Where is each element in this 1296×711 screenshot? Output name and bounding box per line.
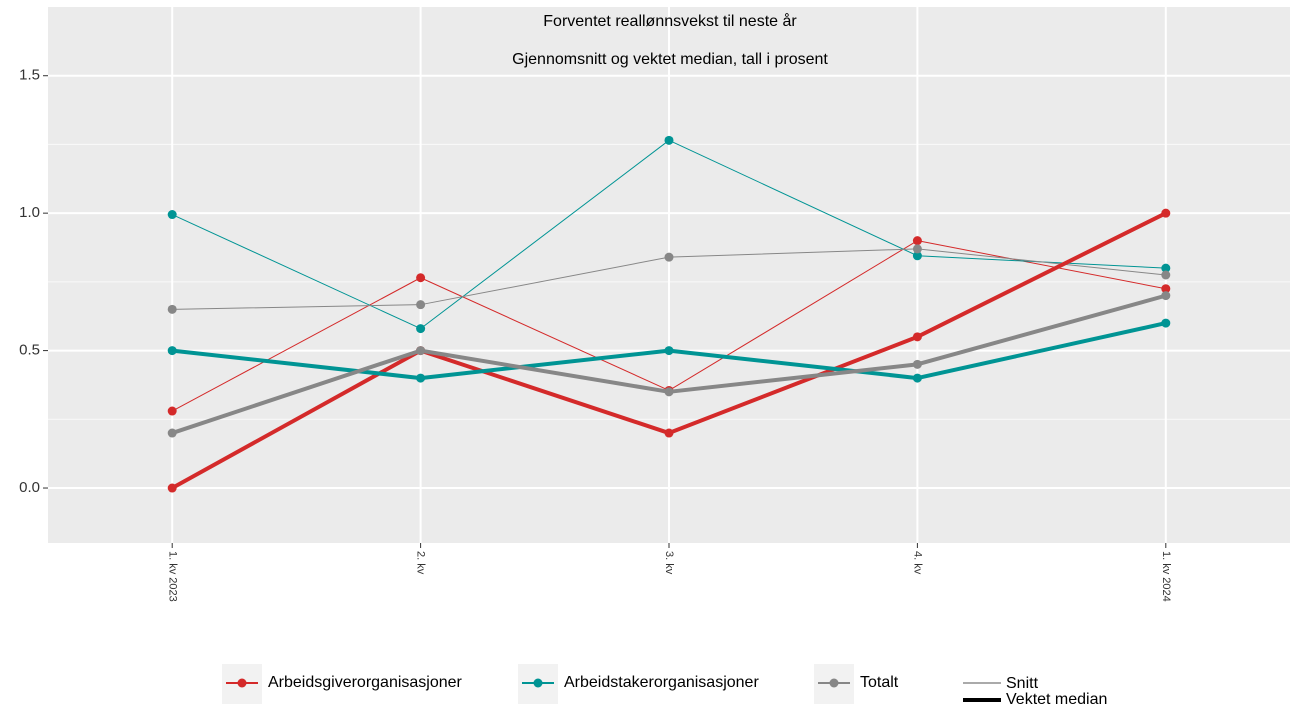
data-point (664, 135, 674, 145)
legend-point (533, 678, 543, 688)
y-tick-label: 1.5 (19, 67, 40, 84)
chart-title: Forventet reallønnsvekst til neste år (543, 12, 797, 30)
data-point (167, 406, 177, 416)
legend-label: Snitt (1006, 675, 1039, 692)
data-point (1161, 284, 1171, 294)
data-point (416, 373, 426, 383)
x-tick-label: 1. kv 2023 (166, 551, 178, 602)
data-point (167, 210, 177, 220)
y-tick-label: 1.0 (19, 204, 40, 221)
data-point (1161, 318, 1171, 328)
x-tick-label: 4. kv (911, 551, 923, 575)
data-point (912, 359, 922, 369)
legend-label: Arbeidsgiverorganisasjoner (268, 674, 463, 691)
data-point (912, 244, 922, 254)
data-point (1161, 291, 1171, 301)
data-point (912, 236, 922, 246)
legend-point (237, 678, 247, 688)
data-point (1161, 208, 1171, 218)
data-point (664, 387, 674, 397)
data-point (167, 346, 177, 356)
data-point (416, 273, 426, 283)
data-point (167, 483, 177, 493)
data-point (664, 428, 674, 438)
data-point (912, 373, 922, 383)
data-point (912, 332, 922, 342)
data-point (1161, 263, 1171, 273)
x-tick-label: 1. kv 2024 (1160, 551, 1172, 602)
data-point (664, 252, 674, 262)
legend-label: Vektet median (1006, 691, 1107, 708)
data-point (664, 346, 674, 356)
legend-point (829, 678, 839, 688)
legend-label: Arbeidstakerorganisasjoner (564, 674, 759, 691)
chart-subtitle: Gjennomsnitt og vektet median, tall i pr… (512, 51, 828, 68)
x-tick-label: 3. kv (663, 551, 675, 575)
data-point (416, 300, 426, 310)
data-point (912, 251, 922, 261)
legend-label: Totalt (860, 674, 899, 691)
data-point (416, 324, 426, 334)
y-tick-label: 0.5 (19, 342, 40, 359)
y-tick-label: 0.0 (19, 479, 40, 496)
data-point (167, 428, 177, 438)
data-point (167, 304, 177, 314)
data-point (1161, 270, 1171, 280)
x-tick-label: 2. kv (415, 551, 427, 575)
data-point (416, 346, 426, 356)
